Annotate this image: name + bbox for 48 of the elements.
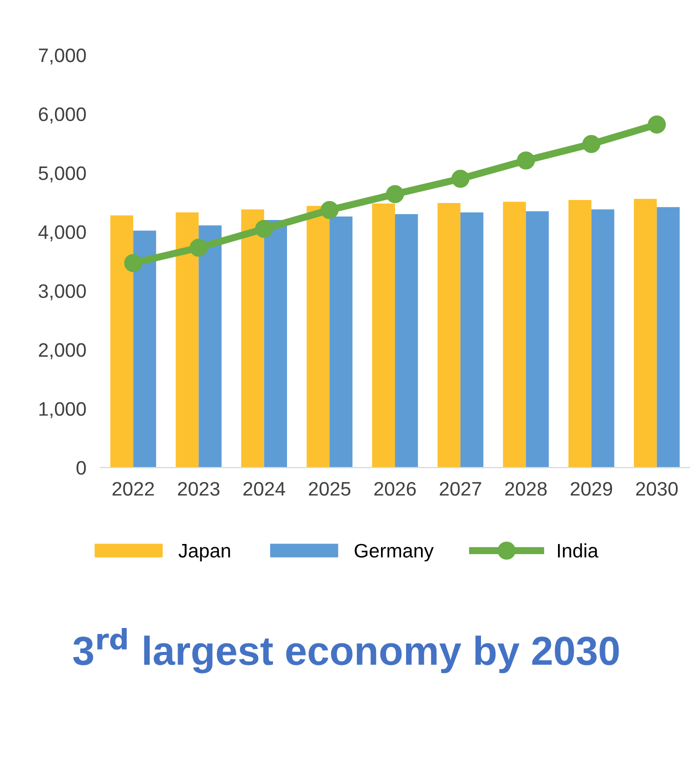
bar bbox=[241, 209, 264, 468]
bar bbox=[568, 200, 592, 468]
y-tick-label: 1,000 bbox=[39, 402, 86, 418]
bar bbox=[503, 202, 526, 468]
bar bbox=[438, 202, 460, 468]
bar bbox=[460, 212, 484, 468]
point bbox=[386, 185, 404, 204]
x-tick-label: 2029 bbox=[570, 482, 612, 496]
x-tick-label: 2023 bbox=[178, 482, 220, 496]
y-tick-label: 7,000 bbox=[38, 48, 86, 65]
point bbox=[190, 238, 208, 257]
x-tick-label: 2027 bbox=[440, 482, 482, 496]
y-tick-label: 4,000 bbox=[38, 225, 86, 242]
point bbox=[255, 220, 274, 238]
y-tick-label: 5,000 bbox=[38, 166, 86, 182]
x-tick-label: 2022 bbox=[112, 482, 154, 496]
legend-label: Germany bbox=[354, 544, 434, 562]
legend-label: India bbox=[558, 543, 598, 558]
bar bbox=[591, 209, 614, 468]
point bbox=[320, 200, 339, 220]
x-tick-label: 2026 bbox=[374, 482, 416, 496]
bar bbox=[372, 204, 396, 468]
bar bbox=[330, 216, 352, 468]
x-tick-label: 2030 bbox=[636, 482, 678, 496]
bar bbox=[656, 207, 680, 468]
bar bbox=[110, 215, 134, 468]
x-tick-label: 2024 bbox=[243, 482, 286, 496]
x-tick-label: 2025 bbox=[308, 482, 350, 496]
point bbox=[451, 170, 470, 188]
point bbox=[124, 254, 142, 272]
bar bbox=[526, 211, 549, 468]
bar bbox=[133, 230, 156, 468]
y-tick-label: 2,000 bbox=[38, 343, 86, 360]
legend-label: Japan bbox=[178, 544, 230, 562]
y-tick-label: 3,000 bbox=[38, 284, 86, 300]
bar bbox=[634, 198, 657, 468]
point bbox=[582, 134, 600, 154]
y-tick-label: 0 bbox=[76, 461, 86, 475]
bar bbox=[395, 214, 418, 468]
bar bbox=[306, 206, 330, 468]
x-tick-label: 2028 bbox=[505, 482, 547, 496]
point bbox=[648, 116, 666, 134]
text: 3$^{rd}$ largest economy by 2030 bbox=[73, 628, 619, 674]
bar bbox=[264, 220, 288, 468]
y-tick-label: 6,000 bbox=[38, 107, 86, 124]
bar bbox=[176, 212, 199, 468]
point bbox=[516, 151, 535, 170]
bar bbox=[198, 225, 222, 468]
